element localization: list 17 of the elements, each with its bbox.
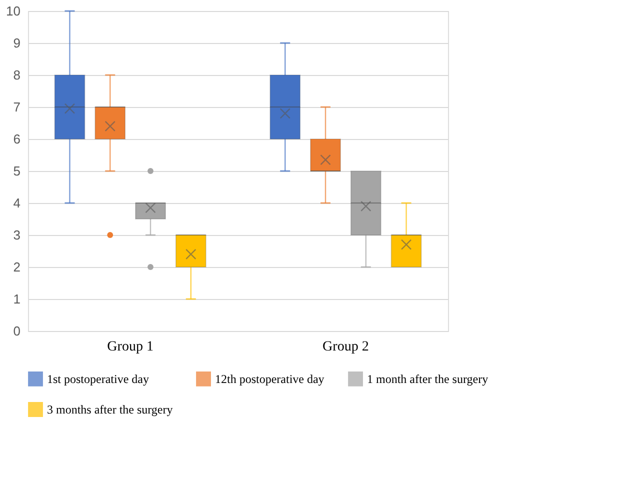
y-tick-label: 9	[13, 36, 20, 50]
y-tick-label: 6	[13, 132, 20, 146]
x-tick-label: Group 1	[107, 340, 154, 354]
y-tick-label: 10	[6, 4, 20, 18]
legend-label: 1 month after the surgery	[367, 372, 488, 386]
legend-label: 3 months after the surgery	[47, 402, 173, 416]
y-tick-label: 8	[13, 68, 20, 82]
y-tick-label: 5	[13, 164, 20, 178]
y-tick-label: 3	[13, 228, 20, 242]
y-tick-label: 1	[13, 292, 20, 306]
y-tick-label: 2	[13, 260, 20, 274]
y-tick-label: 4	[13, 196, 20, 210]
y-tick-label: 7	[13, 100, 20, 114]
y-tick-label: 0	[13, 324, 20, 338]
x-tick-label: Group 2	[322, 340, 369, 354]
legend-label: 12th postoperative day	[215, 372, 324, 386]
legend-label: 1st postoperative day	[47, 372, 149, 386]
